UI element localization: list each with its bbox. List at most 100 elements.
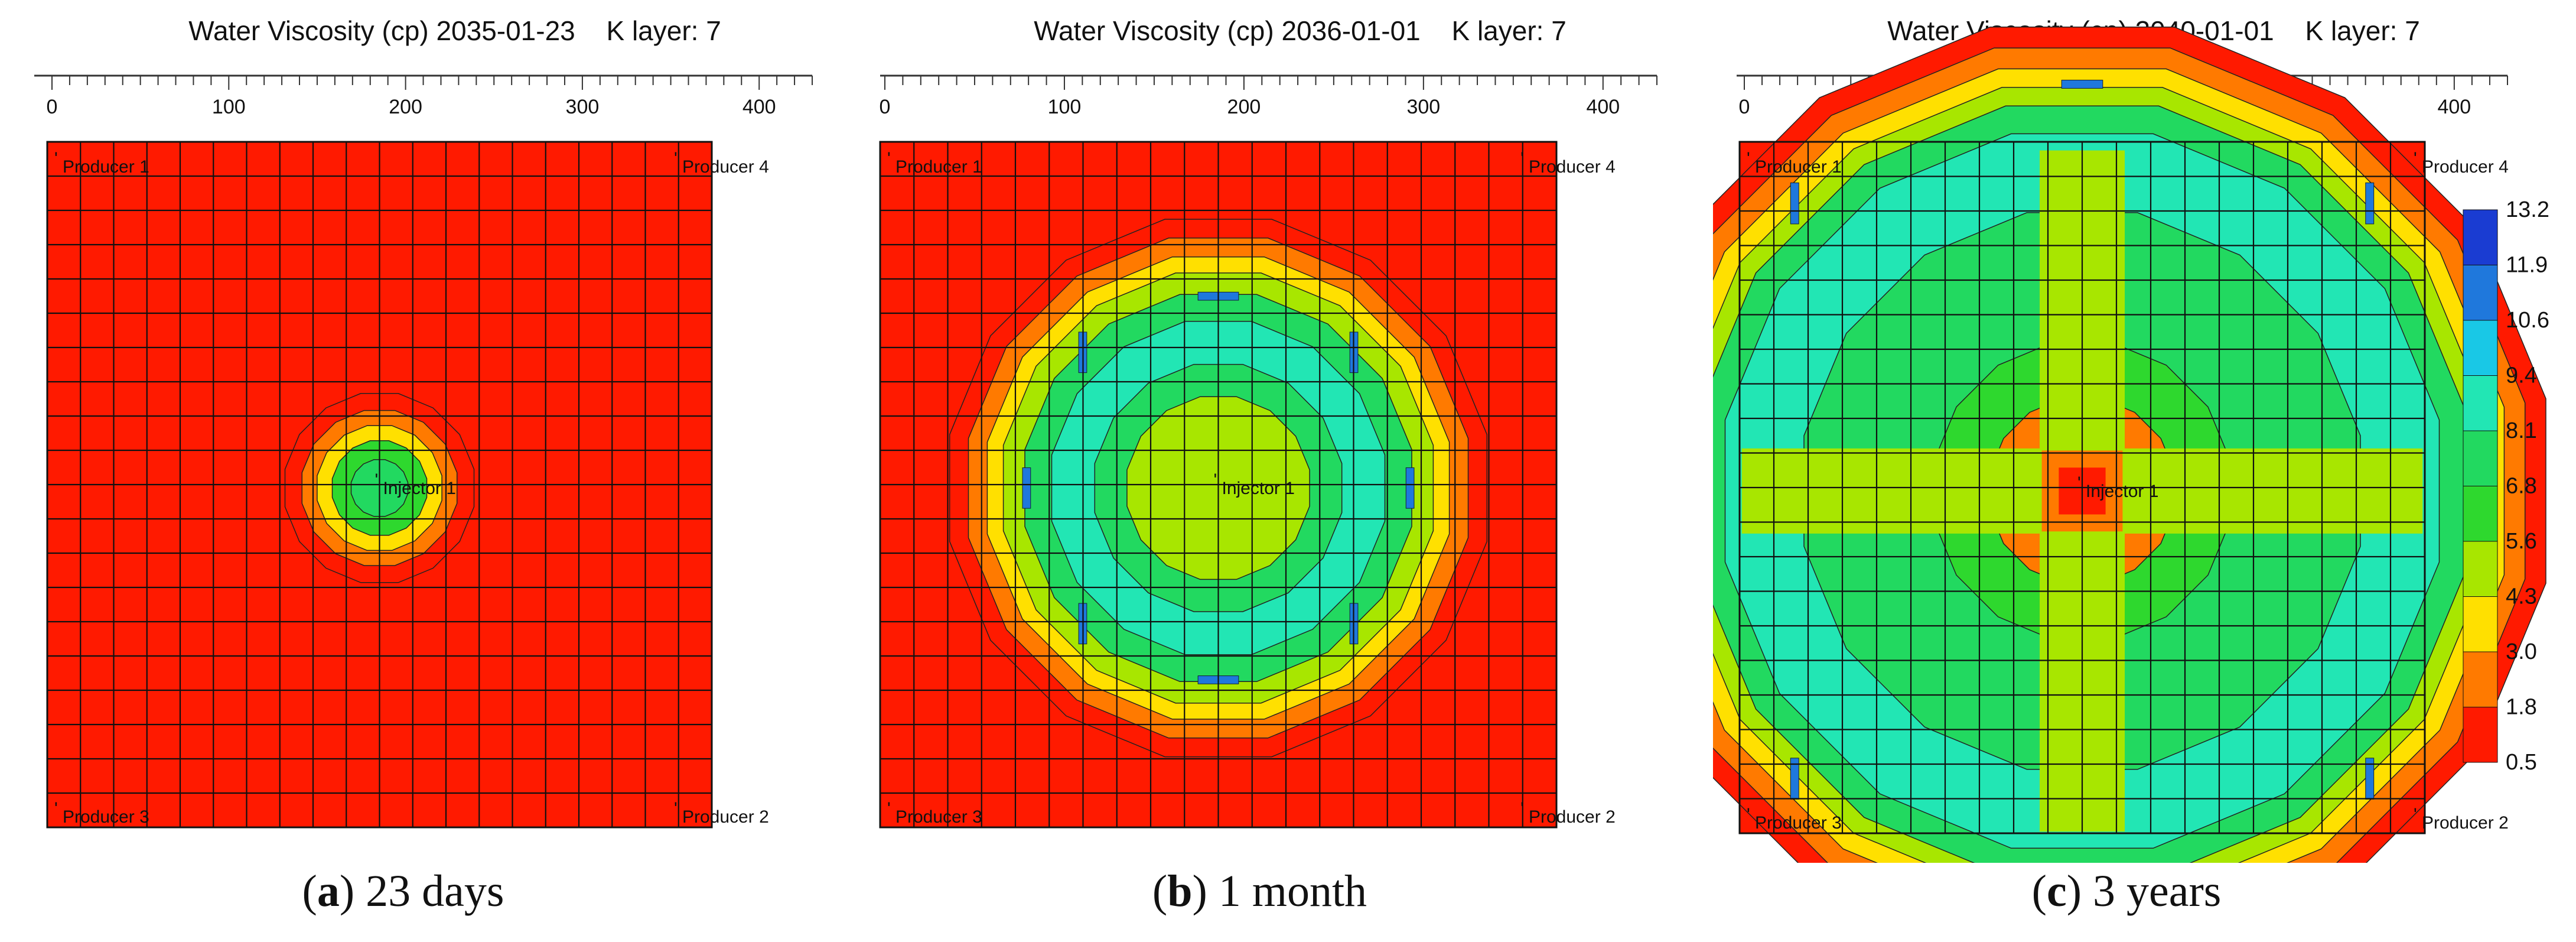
x-tick-label: 300 xyxy=(566,96,600,118)
plot-frame xyxy=(879,141,1558,829)
caption-paren-open: ( xyxy=(302,866,317,916)
caption-paren-close: ) xyxy=(339,866,355,916)
well-marker: ' xyxy=(887,799,891,818)
x-tick-label: 400 xyxy=(2437,96,2471,118)
well-label-producer-2: Producer 2 xyxy=(2422,813,2509,833)
colorbar-tick-label: 9.4 xyxy=(2506,363,2537,388)
caption-c: (c) 3 years xyxy=(1713,866,2540,917)
caption-paren-open: ( xyxy=(1152,866,1168,916)
heatmap-c: Water Viscosity (cp) 2040-01-01K layer: … xyxy=(1713,15,2549,863)
well-marker: ' xyxy=(2414,805,2417,824)
colorbar-segment xyxy=(2463,430,2498,486)
colorbar-tick-label: 13.2 xyxy=(2506,197,2549,222)
high-viscosity-streak xyxy=(1022,467,1031,509)
well-marker: ' xyxy=(674,799,678,818)
well-marker: ' xyxy=(1747,149,1750,168)
x-tick-label: 400 xyxy=(742,96,776,118)
well-label-producer-3: Producer 3 xyxy=(1755,813,1842,833)
x-tick-label: 100 xyxy=(212,96,246,118)
x-tick-label: 300 xyxy=(1406,96,1440,118)
colorbar-tick-label: 10.6 xyxy=(2506,308,2549,333)
heatmap-b: Water Viscosity (cp) 2036-01-01 K layer: … xyxy=(879,15,1657,829)
colorbar-segment xyxy=(2463,486,2498,542)
colorbar-tick-label: 0.5 xyxy=(2506,750,2537,775)
well-label-injector-1: Injector 1 xyxy=(383,479,456,498)
well-label-producer-1: Producer 1 xyxy=(895,157,982,177)
colorbar-segment xyxy=(2463,265,2498,321)
panel-c: Water Viscosity (cp) 2040-01-01K layer: … xyxy=(1713,0,2564,942)
k-layer-label: K layer: 7 xyxy=(1452,15,1567,46)
well-marker: ' xyxy=(1747,805,1750,824)
well-marker: ' xyxy=(1520,149,1524,168)
well-marker: ' xyxy=(54,149,58,168)
colorbar-segment xyxy=(2463,320,2498,376)
well-marker: ' xyxy=(375,470,379,490)
colorbar-segment xyxy=(2463,651,2498,707)
well-label-producer-4: Producer 4 xyxy=(1529,157,1616,177)
plot-area: ' Producer 1 ' Producer 4 ' Producer 3 ' Produc… xyxy=(1713,27,2546,863)
colorbar-tick-label: 1.8 xyxy=(2506,695,2537,720)
colorbar-segment xyxy=(2463,707,2498,763)
well-label-producer-4: Producer 4 xyxy=(682,157,769,177)
well-label-producer-2: Producer 2 xyxy=(682,807,769,827)
caption-letter: b xyxy=(1167,866,1193,916)
chart-title: Water Viscosity (cp) 2036-01-01 xyxy=(1034,15,1421,46)
colorbar-tick-label: 6.8 xyxy=(2506,474,2537,499)
well-marker: ' xyxy=(54,799,58,818)
panel-a: Water Viscosity (cp) 2035-01-23 K layer: … xyxy=(0,0,851,942)
well-marker: ' xyxy=(1520,799,1524,818)
x-tick-label: 0 xyxy=(47,96,58,118)
well-label-producer-1: Producer 1 xyxy=(63,157,149,177)
colorbar-tick-label: 5.6 xyxy=(2506,529,2537,554)
caption-letter: c xyxy=(2046,866,2067,916)
colorbar-segment xyxy=(2463,375,2498,431)
well-label-injector-1: Injector 1 xyxy=(2086,482,2158,501)
colorbar-segment xyxy=(2463,541,2498,597)
caption-text: 1 month xyxy=(1207,866,1367,916)
well-label-producer-2: Producer 2 xyxy=(1529,807,1616,827)
caption-text: 3 years xyxy=(2082,866,2222,916)
caption-letter: a xyxy=(317,866,340,916)
caption-paren-close: ) xyxy=(2066,866,2082,916)
x-tick-label: 0 xyxy=(880,96,891,118)
colorbar-segment xyxy=(2463,596,2498,652)
high-viscosity-streak xyxy=(2365,182,2375,225)
colorbar-tick-label: 8.1 xyxy=(2506,418,2537,443)
x-tick-label: 100 xyxy=(1048,96,1082,118)
plot-area: ' Producer 1 ' Producer 4' Producer 3 ' Produc… xyxy=(879,141,1616,829)
caption-b: (b) 1 month xyxy=(851,866,1669,917)
plot-frame xyxy=(1738,141,2426,834)
well-marker: ' xyxy=(2414,149,2417,168)
well-marker: ' xyxy=(1214,470,1217,490)
high-viscosity-streak xyxy=(1790,182,1799,225)
well-label-producer-3: Producer 3 xyxy=(895,807,982,827)
colorbar-tick-label: 11.9 xyxy=(2506,253,2548,278)
well-label-injector-1: Injector 1 xyxy=(1222,479,1295,498)
caption-a: (a) 23 days xyxy=(0,866,806,917)
well-marker: ' xyxy=(887,149,891,168)
x-tick-label: 200 xyxy=(1227,96,1261,118)
well-label-producer-1: Producer 1 xyxy=(1755,157,1842,177)
x-tick-label: 200 xyxy=(389,96,422,118)
k-layer-label: K layer: 7 xyxy=(607,15,721,46)
x-tick-label: 400 xyxy=(1586,96,1620,118)
high-viscosity-streak xyxy=(2061,80,2103,89)
caption-text: 23 days xyxy=(354,866,504,916)
plot-area: ' Producer 1 ' Producer 4' Producer 3 ' Produc… xyxy=(46,141,769,829)
colorbar-tick-label: 4.3 xyxy=(2506,584,2537,609)
well-label-producer-4: Producer 4 xyxy=(2422,157,2509,177)
plot-frame xyxy=(46,141,713,829)
heatmap-a: Water Viscosity (cp) 2035-01-23 K layer: … xyxy=(34,15,813,829)
high-viscosity-streak xyxy=(1405,467,1415,509)
panel-b: Water Viscosity (cp) 2036-01-01 K layer: … xyxy=(851,0,1701,942)
well-marker: ' xyxy=(2077,473,2081,493)
k-layer-label: K layer: 7 xyxy=(2305,15,2420,46)
colorbar-segment xyxy=(2463,209,2498,265)
caption-paren-close: ) xyxy=(1192,866,1207,916)
x-tick-label: 0 xyxy=(1739,96,1750,118)
caption-paren-open: ( xyxy=(2031,866,2047,916)
colorbar-tick-label: 3.0 xyxy=(2506,639,2537,664)
well-marker: ' xyxy=(674,149,678,168)
well-label-producer-3: Producer 3 xyxy=(63,807,149,827)
chart-title: Water Viscosity (cp) 2035-01-23 xyxy=(188,15,575,46)
